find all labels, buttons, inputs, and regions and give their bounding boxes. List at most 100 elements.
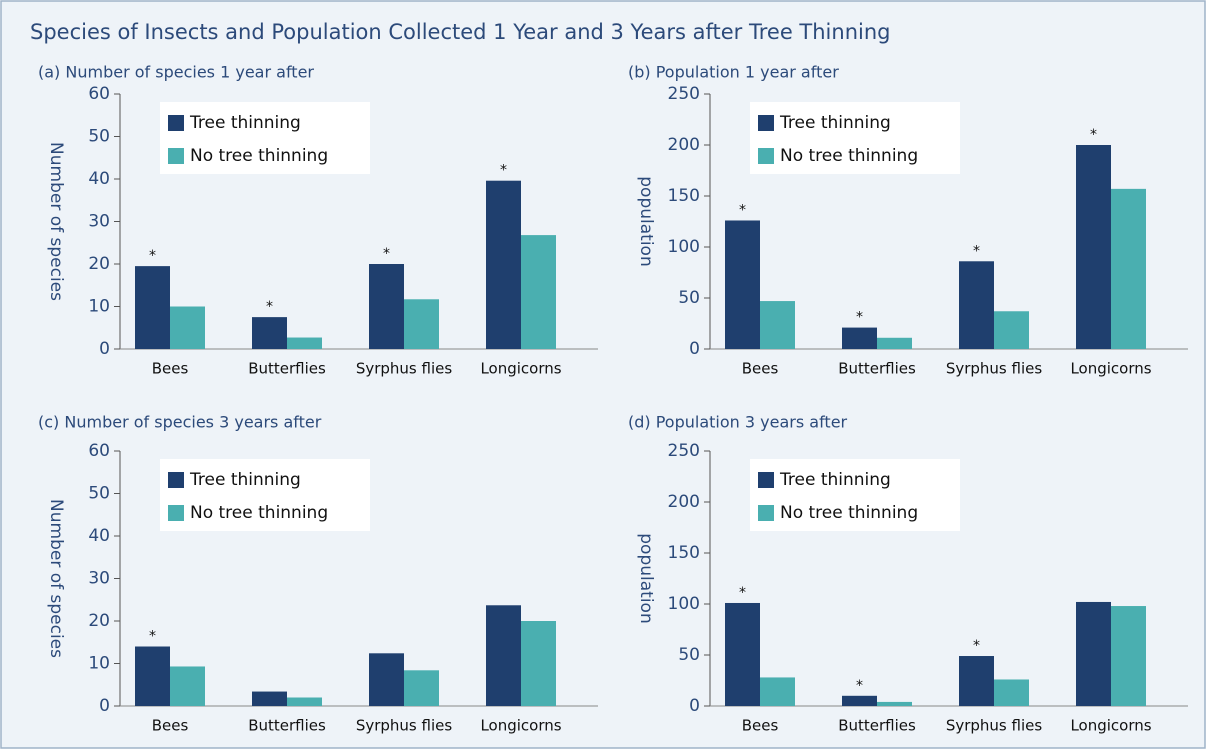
bar: [521, 621, 556, 706]
x-tick-label: Longicorns: [480, 360, 561, 378]
significance-mark: *: [739, 202, 746, 218]
significance-mark: *: [739, 585, 746, 601]
legend-swatch: [758, 472, 774, 488]
y-tick-label: 50: [88, 484, 110, 504]
x-tick-label: Longicorns: [480, 717, 561, 735]
y-tick-label: 0: [689, 339, 700, 359]
bar: [842, 327, 877, 349]
bar: [135, 266, 170, 349]
y-tick-label: 0: [99, 696, 110, 716]
bar: [486, 605, 521, 706]
x-tick-label: Bees: [742, 717, 779, 735]
bar: [369, 264, 404, 349]
legend-box: [160, 459, 370, 531]
legend-label: No tree thinning: [780, 503, 918, 523]
y-tick-label: 30: [88, 212, 110, 232]
bar: [994, 679, 1029, 706]
x-tick-label: Bees: [152, 717, 189, 735]
chart-title: (c) Number of species 3 years after: [38, 413, 322, 432]
y-axis-label: population: [636, 176, 656, 266]
bar: [959, 656, 994, 706]
y-tick-label: 30: [88, 569, 110, 589]
y-axis-label: Number of species: [46, 499, 66, 658]
legend-swatch: [168, 505, 184, 521]
x-tick-label: Butterflies: [248, 717, 326, 735]
y-tick-label: 0: [99, 339, 110, 359]
y-tick-label: 50: [88, 127, 110, 147]
x-tick-label: Syrphus flies: [356, 717, 453, 735]
significance-mark: *: [266, 299, 273, 315]
legend-label: Tree thinning: [189, 113, 301, 133]
bar: [1111, 188, 1146, 349]
y-tick-label: 50: [678, 645, 700, 665]
x-tick-label: Butterflies: [248, 360, 326, 378]
bar: [994, 311, 1029, 349]
legend-swatch: [168, 115, 184, 131]
y-tick-label: 20: [88, 254, 110, 274]
significance-mark: *: [149, 248, 156, 264]
significance-mark: *: [973, 638, 980, 654]
bar: [760, 301, 795, 349]
bar: [404, 299, 439, 349]
bar: [135, 646, 170, 706]
bar: [170, 306, 205, 349]
bar: [877, 337, 912, 349]
y-tick-label: 150: [668, 186, 700, 206]
bar: [959, 261, 994, 349]
y-tick-label: 50: [678, 288, 700, 308]
bar: [760, 677, 795, 706]
significance-mark: *: [856, 310, 863, 326]
x-tick-label: Longicorns: [1070, 717, 1151, 735]
bar: [725, 220, 760, 349]
x-tick-label: Bees: [152, 360, 189, 378]
significance-mark: *: [500, 163, 507, 179]
legend-swatch: [168, 148, 184, 164]
bar: [486, 180, 521, 349]
bar: [252, 317, 287, 349]
significance-mark: *: [973, 243, 980, 259]
legend-label: No tree thinning: [190, 503, 328, 523]
legend-label: Tree thinning: [779, 470, 891, 490]
significance-mark: *: [383, 246, 390, 262]
legend-swatch: [758, 505, 774, 521]
bar: [170, 666, 205, 706]
bar: [521, 235, 556, 349]
bar: [877, 701, 912, 706]
x-tick-label: Syrphus flies: [946, 717, 1043, 735]
y-tick-label: 60: [88, 441, 110, 461]
chart-title: (b) Population 1 year after: [628, 63, 839, 82]
y-tick-label: 200: [668, 492, 700, 512]
legend-box: [750, 459, 960, 531]
x-tick-label: Longicorns: [1070, 360, 1151, 378]
legend-swatch: [168, 472, 184, 488]
chart-title: (d) Population 3 years after: [628, 413, 848, 432]
legend-label: No tree thinning: [780, 146, 918, 166]
bar: [1111, 606, 1146, 706]
y-tick-label: 10: [88, 654, 110, 674]
legend-swatch: [758, 148, 774, 164]
y-axis-label: Number of species: [46, 142, 66, 301]
y-tick-label: 200: [668, 135, 700, 155]
bar: [1076, 145, 1111, 349]
y-tick-label: 60: [88, 84, 110, 104]
legend-swatch: [758, 115, 774, 131]
y-tick-label: 150: [668, 543, 700, 563]
x-tick-label: Butterflies: [838, 717, 916, 735]
bar: [287, 337, 322, 349]
legend-label: No tree thinning: [190, 146, 328, 166]
y-tick-label: 40: [88, 526, 110, 546]
significance-mark: *: [1090, 127, 1097, 143]
figure-title: Species of Insects and Population Collec…: [30, 20, 891, 44]
significance-mark: *: [856, 678, 863, 694]
y-tick-label: 0: [689, 696, 700, 716]
y-axis-label: population: [636, 533, 656, 623]
y-tick-label: 40: [88, 169, 110, 189]
y-tick-label: 250: [668, 84, 700, 104]
bar: [404, 670, 439, 706]
bar: [287, 697, 322, 706]
x-tick-label: Syrphus flies: [356, 360, 453, 378]
y-tick-label: 10: [88, 297, 110, 317]
legend-label: Tree thinning: [779, 113, 891, 133]
legend-label: Tree thinning: [189, 470, 301, 490]
